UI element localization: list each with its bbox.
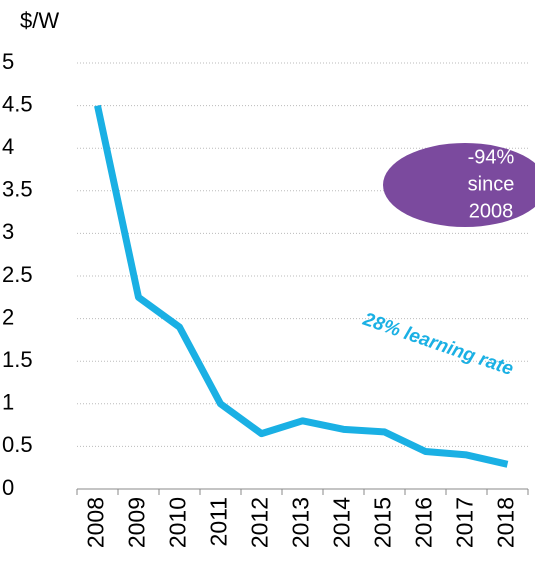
- y-axis-label: $/W: [20, 8, 59, 33]
- x-tick-label: 2012: [247, 497, 273, 548]
- x-tick-label: 2009: [124, 497, 150, 548]
- x-tick-label: 2008: [83, 497, 109, 548]
- y-tick-label: 2.5: [2, 262, 33, 287]
- line: [94, 104, 509, 468]
- x-tick-label: 2015: [370, 497, 396, 548]
- y-tick-label: 4: [2, 134, 14, 159]
- y-tick-label: 1: [2, 390, 14, 415]
- x-tick-label: 2018: [493, 497, 519, 548]
- y-tick-label: 1.5: [2, 347, 33, 372]
- y-tick-label: 2: [2, 304, 14, 329]
- x-tick-label: 2017: [452, 497, 478, 548]
- x-tick-label: 2013: [288, 497, 314, 548]
- y-tick-label: 3: [2, 219, 14, 244]
- y-tick-label: 5: [2, 49, 14, 74]
- badge: [383, 143, 535, 227]
- badge-text: since: [468, 173, 515, 195]
- badge-text: 2008: [469, 200, 514, 222]
- x-tick-label: 2016: [411, 497, 437, 548]
- y-tick-label: 0: [2, 475, 14, 500]
- x-tick-label: 2011: [206, 497, 232, 546]
- annotation: 28% learning rate: [359, 309, 516, 381]
- y-tick-label: 3.5: [2, 177, 33, 202]
- x-tick-label: 2014: [329, 497, 355, 548]
- x-tick-label: 2010: [165, 497, 191, 548]
- badge-text: -94%: [468, 146, 515, 168]
- y-tick-label: 0.5: [2, 432, 33, 457]
- y-tick-label: 4.5: [2, 91, 33, 116]
